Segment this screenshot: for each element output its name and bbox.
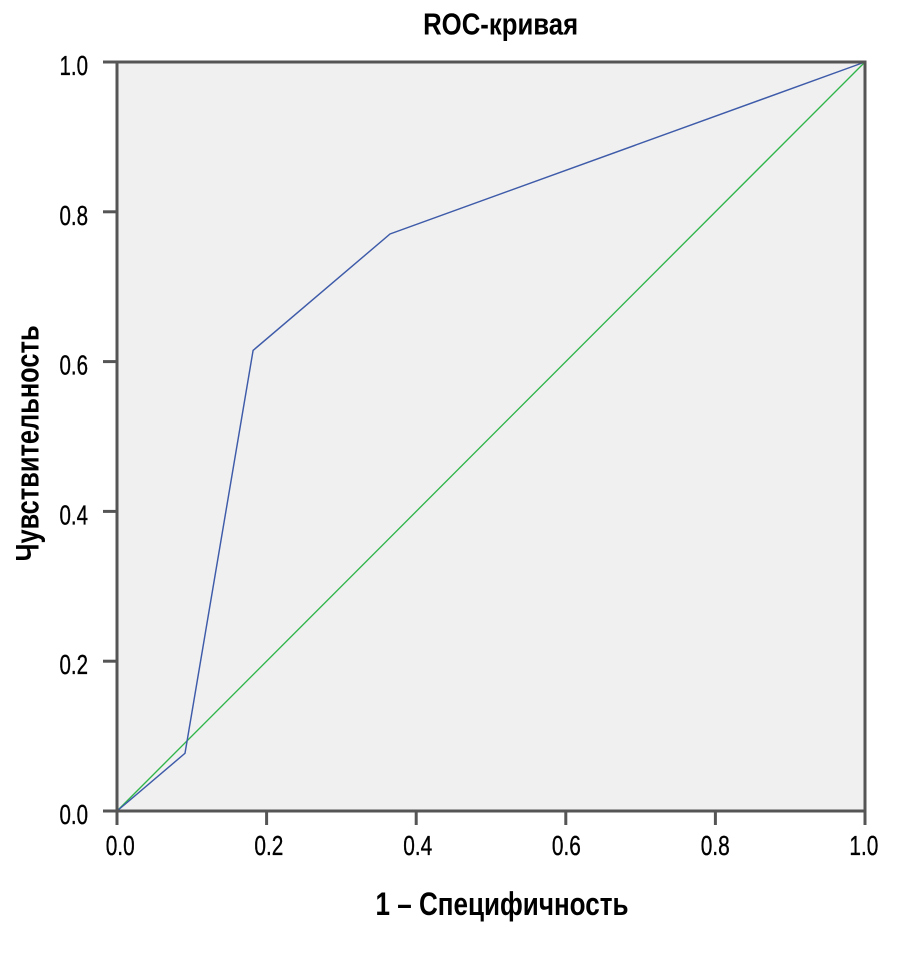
svg-text:0.6: 0.6 <box>60 350 89 381</box>
svg-text:0.4: 0.4 <box>403 830 432 861</box>
svg-text:0.0: 0.0 <box>60 799 89 830</box>
svg-text:1 – Специфичность: 1 – Специфичность <box>376 886 629 922</box>
svg-text:0.4: 0.4 <box>60 499 89 530</box>
svg-text:0.6: 0.6 <box>552 830 581 861</box>
svg-text:0.8: 0.8 <box>701 830 730 861</box>
svg-text:0.0: 0.0 <box>106 830 135 861</box>
svg-text:1.0: 1.0 <box>60 50 89 81</box>
svg-text:0.8: 0.8 <box>60 200 89 231</box>
svg-text:1.0: 1.0 <box>849 830 878 861</box>
svg-text:0.2: 0.2 <box>254 830 283 861</box>
svg-text:Чувствительность: Чувствительность <box>10 325 46 561</box>
svg-text:0.2: 0.2 <box>60 649 89 680</box>
svg-text:ROC-кривая: ROC-кривая <box>423 7 578 41</box>
